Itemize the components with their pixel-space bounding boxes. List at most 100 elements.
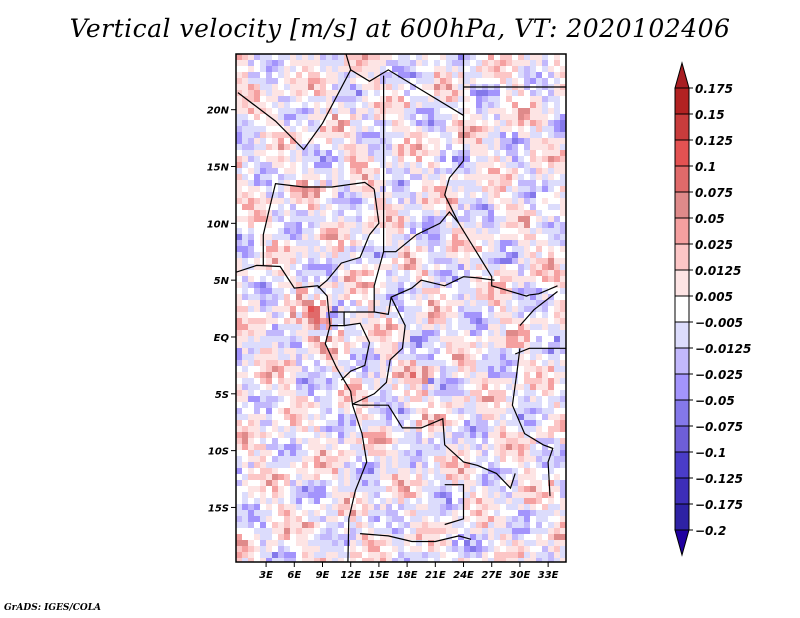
field-cell <box>254 300 260 306</box>
field-cell <box>446 498 452 504</box>
field-cell <box>326 414 332 420</box>
field-cell <box>374 192 380 198</box>
field-cell <box>524 306 530 312</box>
field-cell <box>350 90 356 96</box>
field-cell <box>398 204 404 210</box>
field-cell <box>284 210 290 216</box>
field-cell <box>488 60 494 66</box>
field-cell <box>404 318 410 324</box>
field-cell <box>470 60 476 66</box>
field-cell <box>308 168 314 174</box>
field-cell <box>236 156 242 162</box>
field-cell <box>404 168 410 174</box>
field-cell <box>278 384 284 390</box>
field-cell <box>458 390 464 396</box>
field-cell <box>236 432 242 438</box>
field-cell <box>362 318 368 324</box>
field-cell <box>482 72 488 78</box>
field-cell <box>542 108 548 114</box>
field-cell <box>386 132 392 138</box>
field-cell <box>428 192 434 198</box>
field-cell <box>560 552 566 558</box>
field-cell <box>494 198 500 204</box>
field-cell <box>494 156 500 162</box>
field-cell <box>524 210 530 216</box>
field-cell <box>344 66 350 72</box>
field-cell <box>434 348 440 354</box>
field-cell <box>314 204 320 210</box>
field-cell <box>560 60 566 66</box>
field-cell <box>506 528 512 534</box>
field-cell <box>488 108 494 114</box>
field-cell <box>482 366 488 372</box>
colorbar: 0.1750.150.1250.10.0750.050.0250.01250.0… <box>674 61 751 557</box>
field-cell <box>308 306 314 312</box>
field-cell <box>260 132 266 138</box>
field-cell <box>476 360 482 366</box>
field-cell <box>356 486 362 492</box>
field-cell <box>314 516 320 522</box>
field-cell <box>278 90 284 96</box>
field-cell <box>542 426 548 432</box>
field-cell <box>296 90 302 96</box>
lat-tick-label: 5S <box>215 390 229 401</box>
field-cell <box>416 480 422 486</box>
field-cell <box>290 492 296 498</box>
field-cell <box>494 54 500 60</box>
field-cell <box>452 192 458 198</box>
field-cell <box>242 420 248 426</box>
field-cell <box>278 438 284 444</box>
field-cell <box>296 480 302 486</box>
colorbar-label: 0.15 <box>695 108 725 122</box>
field-cell <box>338 114 344 120</box>
field-cell <box>530 180 536 186</box>
field-cell <box>548 426 554 432</box>
field-cell <box>452 132 458 138</box>
field-cell <box>356 552 362 558</box>
field-cell <box>518 174 524 180</box>
field-cell <box>470 192 476 198</box>
field-cell <box>410 264 416 270</box>
field-cell <box>470 162 476 168</box>
field-cell <box>560 372 566 378</box>
field-cell <box>398 474 404 480</box>
field-cell <box>506 336 512 342</box>
field-cell <box>266 438 272 444</box>
field-cell <box>542 258 548 264</box>
field-cell <box>236 534 242 540</box>
field-cell <box>380 342 386 348</box>
field-cell <box>470 396 476 402</box>
field-cell <box>392 486 398 492</box>
field-cell <box>470 450 476 456</box>
field-cell <box>560 186 566 192</box>
field-cell <box>446 282 452 288</box>
field-cell <box>254 276 260 282</box>
field-cell <box>536 228 542 234</box>
field-cell <box>248 60 254 66</box>
field-cell <box>410 498 416 504</box>
field-cell <box>494 102 500 108</box>
field-cell <box>284 108 290 114</box>
field-cell <box>524 90 530 96</box>
field-cell <box>446 288 452 294</box>
field-cell <box>488 228 494 234</box>
field-cell <box>356 534 362 540</box>
field-cell <box>530 54 536 60</box>
field-cell <box>278 252 284 258</box>
field-cell <box>308 162 314 168</box>
field-cell <box>470 390 476 396</box>
field-cell <box>356 540 362 546</box>
field-cell <box>512 510 518 516</box>
field-cell <box>548 558 554 562</box>
field-cell <box>548 126 554 132</box>
field-cell <box>506 108 512 114</box>
field-cell <box>554 516 560 522</box>
field-cell <box>350 138 356 144</box>
field-cell <box>482 384 488 390</box>
colorbar-box <box>674 321 690 349</box>
field-cell <box>332 138 338 144</box>
field-cell <box>440 438 446 444</box>
field-cell <box>524 480 530 486</box>
field-cell <box>344 150 350 156</box>
field-cell <box>524 384 530 390</box>
